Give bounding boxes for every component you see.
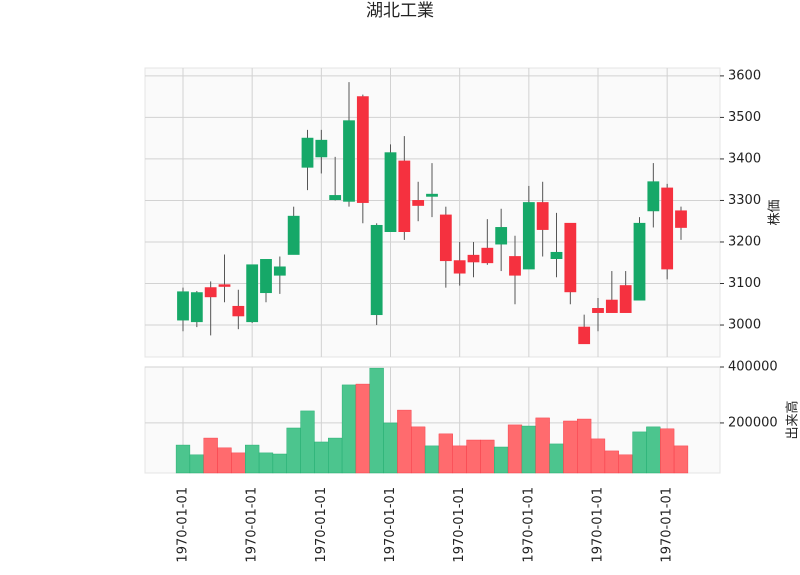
candle-body (301, 137, 314, 168)
x-tick-label: 1970-01-01 (245, 487, 260, 563)
candle-body (398, 160, 411, 233)
candle-body (647, 181, 660, 212)
y-axis-label: 株価 (768, 199, 783, 225)
candle-body (550, 251, 563, 259)
volume-bar (618, 454, 633, 474)
volume-bar (411, 426, 426, 474)
y-tick-label: 3000 (728, 318, 761, 333)
volume-bar (452, 445, 467, 474)
volume-bar (604, 450, 619, 474)
candle-body (232, 305, 245, 317)
candle-body (439, 214, 452, 262)
y-tick-label: 3100 (728, 276, 761, 291)
candle-body (661, 187, 674, 270)
x-tick-label: 1970-01-01 (383, 487, 398, 563)
volume-bar (438, 433, 453, 474)
candle-body (633, 222, 646, 301)
candle-body (287, 215, 300, 255)
volume-bar (314, 441, 329, 474)
y-tick-label: 3300 (728, 193, 761, 208)
x-tick-label: 1970-01-01 (176, 487, 191, 563)
x-tick-label: 1970-01-01 (591, 487, 606, 563)
volume-bar (341, 384, 357, 474)
volume-bar (383, 422, 398, 474)
volume-bar (258, 452, 274, 474)
candle-body (273, 266, 286, 276)
candle-body (675, 210, 687, 228)
volume-bar (231, 452, 246, 474)
y-tick-label: 3500 (728, 110, 761, 125)
volume-bar (300, 410, 315, 474)
candle-body (315, 139, 328, 158)
candle-body (522, 202, 535, 270)
candle-body (412, 200, 425, 206)
candle-body (467, 254, 480, 263)
y-tick-label: 400000 (728, 360, 778, 375)
volume-bar (175, 444, 191, 474)
volume-bar (189, 454, 204, 474)
candle-body (605, 299, 618, 313)
candle-body (426, 193, 438, 197)
volume-bar (286, 427, 301, 474)
candle-body (356, 96, 369, 203)
x-tick-label: 1970-01-01 (314, 487, 329, 563)
volume-bar (217, 447, 232, 474)
chart-title: 湖北工業 (366, 1, 434, 21)
candle-body (177, 291, 189, 321)
candle-body (384, 152, 397, 233)
volume-bar (494, 446, 509, 474)
volume-bar (466, 439, 481, 474)
volume-bar (590, 438, 606, 474)
candle-body (343, 120, 355, 202)
y-tick-label: 3200 (728, 234, 761, 249)
y-axis-label: 出来高 (785, 400, 800, 439)
volume-bar (355, 383, 370, 474)
candle-body (370, 224, 383, 316)
x-tick-label: 1970-01-01 (660, 487, 675, 563)
candle-body (204, 287, 217, 298)
volume-bar (660, 428, 675, 474)
candle-body (481, 247, 494, 264)
volume-bar (397, 409, 412, 474)
candle-body (619, 285, 632, 313)
volume-bar (563, 420, 578, 474)
candle-body (190, 292, 203, 323)
candle-body (218, 284, 231, 287)
volume-bar (549, 443, 564, 474)
y-tick-label: 3600 (728, 68, 761, 83)
volume-bar (245, 444, 260, 474)
volume-bar (203, 437, 218, 474)
y-tick-label: 200000 (728, 415, 778, 430)
y-tick-label: 3400 (728, 151, 761, 166)
candle-body (246, 264, 259, 323)
volume-bar (424, 445, 440, 474)
volume-bar (577, 418, 592, 474)
candle-body (564, 222, 577, 293)
volume-bar (369, 367, 384, 474)
volume-bar (673, 445, 689, 474)
candle-body (260, 259, 272, 294)
candle-body (329, 195, 342, 201)
volume-bar (272, 453, 287, 474)
candle-body (509, 256, 521, 276)
candle-body (592, 308, 604, 313)
volume-bar (507, 424, 523, 474)
candle-body (495, 227, 508, 245)
volume-bar (646, 426, 661, 474)
volume-bar (328, 437, 343, 474)
volume-bar (535, 417, 550, 474)
volume-bar (480, 439, 495, 474)
volume-bar (521, 425, 536, 474)
volume-bar (632, 431, 647, 474)
candle-body (578, 326, 591, 345)
x-tick-label: 1970-01-01 (521, 487, 536, 563)
candle-body (453, 260, 466, 274)
x-tick-label: 1970-01-01 (452, 487, 467, 563)
candle-body (536, 202, 549, 230)
